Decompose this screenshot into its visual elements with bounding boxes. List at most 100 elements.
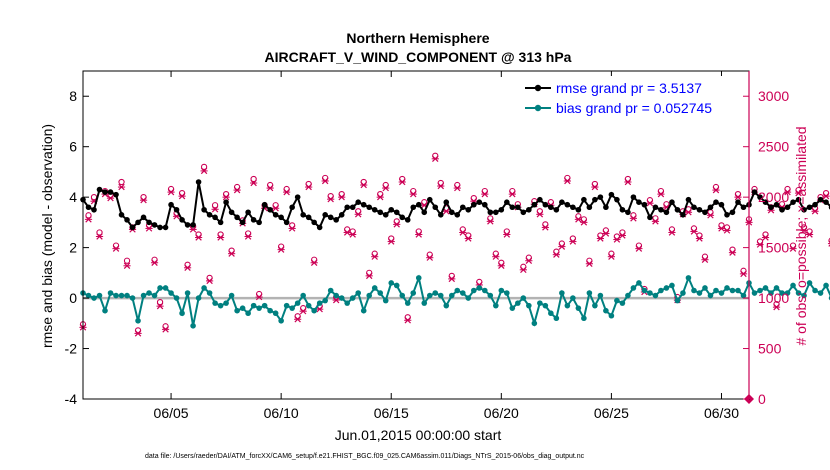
rmse-point — [113, 191, 119, 198]
bias-point — [476, 285, 483, 291]
obs-possible-point — [200, 163, 208, 171]
rmse-point — [575, 206, 582, 213]
x-tick-label: 06/05 — [154, 405, 189, 421]
bias-point — [289, 305, 295, 311]
y-tick-label: 4 — [69, 189, 77, 205]
bias-point — [625, 292, 631, 299]
rmse-point — [570, 204, 576, 211]
rmse-point — [795, 196, 802, 203]
rmse-point — [470, 201, 477, 208]
bias-point — [371, 285, 378, 291]
rmse-point — [107, 189, 114, 195]
rmse-point — [619, 206, 626, 213]
x-axis-label: Jun.01,2015 00:00:00 start — [335, 427, 502, 443]
rmse-point — [641, 201, 648, 208]
rmse-point — [360, 201, 367, 208]
y2-tick-label: 0 — [758, 391, 766, 407]
rmse-point — [652, 204, 659, 211]
bias-point — [537, 300, 543, 306]
bias-point — [619, 300, 626, 306]
rmse-point — [542, 201, 549, 208]
bias-point — [779, 290, 785, 296]
rmse-point — [245, 209, 251, 216]
rmse-point — [272, 212, 279, 218]
bias-point — [294, 300, 301, 306]
rmse-point — [432, 204, 439, 211]
bias-point — [239, 305, 246, 311]
rmse-point — [201, 206, 207, 213]
rmse-point — [801, 206, 807, 213]
bias-point — [542, 302, 549, 309]
bias-point — [338, 295, 345, 301]
rmse-point — [520, 209, 527, 216]
bias-point — [603, 307, 609, 314]
rmse-point — [404, 217, 411, 223]
bias-point — [806, 280, 813, 286]
bias-point — [669, 282, 675, 289]
y-tick-label: 6 — [69, 139, 77, 155]
rmse-point — [685, 196, 692, 203]
rmse-point — [311, 219, 317, 226]
rmse-point — [184, 222, 191, 228]
rmse-point — [515, 204, 521, 211]
rmse-point — [724, 212, 730, 218]
bias-point — [157, 285, 163, 291]
legend-rmse-label: rmse grand pr = 3.5137 — [556, 80, 702, 96]
x-tick-label: 06/30 — [704, 405, 739, 421]
bias-point — [168, 290, 174, 296]
bias-point — [614, 297, 620, 304]
bias-point — [102, 307, 108, 314]
rmse-point — [151, 222, 158, 228]
bias-point — [250, 302, 257, 309]
bias-point — [267, 307, 273, 314]
bias-point — [316, 300, 323, 306]
rmse-point — [157, 224, 163, 231]
rmse-point — [96, 186, 103, 193]
obs-possible-point — [250, 175, 257, 183]
bias-point — [283, 302, 290, 309]
bias-point — [261, 302, 268, 309]
bias-point — [795, 290, 802, 296]
rmse-point — [349, 204, 356, 211]
rmse-point — [823, 199, 829, 205]
bias-point — [228, 292, 235, 299]
bias-point — [470, 287, 477, 294]
series-lines — [80, 179, 830, 329]
obs-possible-point — [828, 237, 830, 244]
y-axis-label: rmse and bias (model - observation) — [39, 124, 55, 348]
bias-point — [718, 290, 725, 296]
bias-point — [360, 307, 367, 314]
bias-point — [812, 287, 818, 294]
rmse-point — [146, 219, 152, 226]
rmse-point — [223, 199, 229, 205]
obs-possible-point — [85, 212, 92, 219]
rmse-point — [493, 209, 499, 216]
rmse-point — [630, 194, 637, 200]
rmse-point — [669, 199, 675, 205]
rmse-point — [118, 212, 125, 218]
rmse-point — [168, 201, 174, 208]
rmse-point — [300, 212, 306, 218]
rmse-point — [718, 201, 725, 208]
obs-possible-point — [211, 202, 219, 209]
rmse-point — [443, 199, 450, 205]
y-tick-label: 0 — [69, 290, 77, 306]
rmse-point — [526, 206, 532, 213]
legend-bias-marker — [534, 104, 542, 112]
plot-area — [83, 71, 749, 399]
bias-point — [234, 307, 240, 314]
bias-point — [426, 292, 433, 299]
bias-point — [520, 295, 527, 301]
bias-point — [107, 290, 114, 296]
rmse-point — [91, 206, 97, 213]
bias-point — [443, 302, 450, 309]
rmse-point — [426, 196, 433, 203]
bias-point — [278, 317, 284, 324]
bias-point — [531, 320, 538, 327]
bias-point — [735, 287, 741, 294]
bias-point — [404, 300, 411, 306]
bias-point — [817, 290, 824, 296]
rmse-point — [597, 194, 604, 200]
bias-point — [515, 300, 521, 306]
